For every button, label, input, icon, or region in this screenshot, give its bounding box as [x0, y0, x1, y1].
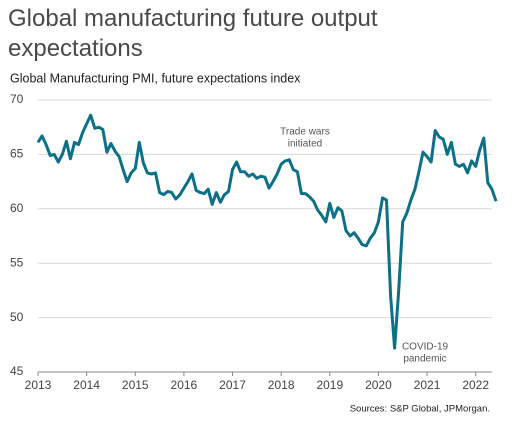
x-tick-label: 2018: [268, 378, 295, 392]
x-tick-label: 2016: [171, 378, 198, 392]
chart-subtitle: Global Manufacturing PMI, future expecta…: [10, 71, 301, 85]
x-tick-label: 2015: [122, 378, 149, 392]
chart-title: Global manufacturing future output expec…: [8, 5, 378, 62]
annotation: pandemic: [403, 354, 446, 365]
x-tick-label: 2020: [365, 378, 392, 392]
y-tick-label: 60: [10, 201, 24, 215]
y-tick-label: 50: [10, 310, 24, 324]
x-tick-label: 2021: [414, 378, 441, 392]
x-tick-label: 2019: [316, 378, 343, 392]
y-tick-label: 65: [10, 147, 24, 161]
annotation: Trade wars: [280, 127, 330, 138]
x-tick-label: 2022: [462, 378, 489, 392]
source: Sources: S&P Global, JPMorgan.: [350, 404, 490, 415]
annotation: COVID-19: [402, 342, 449, 353]
y-tick-label: 45: [10, 364, 24, 378]
x-tick-label: 2013: [25, 378, 52, 392]
x-tick-label: 2014: [73, 378, 100, 392]
annotation: initiated: [288, 139, 322, 150]
y-tick-label: 55: [10, 255, 24, 269]
line: [36, 113, 498, 350]
y-tick-label: 70: [10, 92, 24, 106]
x-tick-label: 2017: [219, 378, 246, 392]
